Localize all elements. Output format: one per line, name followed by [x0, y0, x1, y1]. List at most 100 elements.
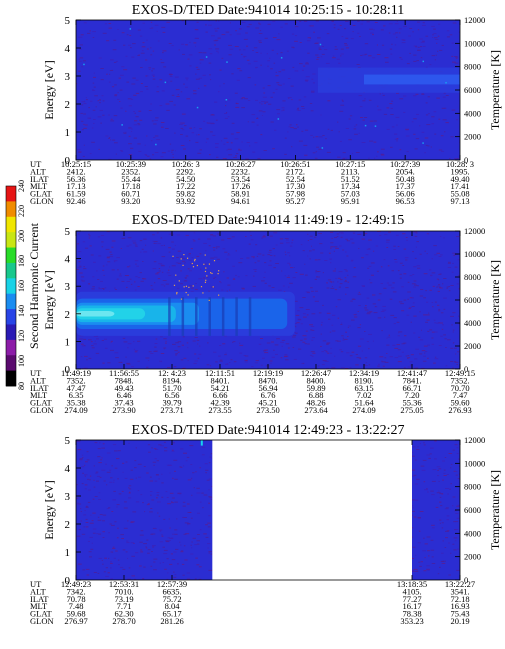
spectrogram-cell [419, 443, 421, 445]
spectrogram-cell [138, 110, 142, 112]
spectrogram-cell [105, 463, 107, 465]
spectrogram-cell [413, 133, 416, 135]
y-tick-label: 3 [65, 491, 71, 503]
spectrogram-cell [315, 136, 319, 138]
spectrogram-cell [83, 123, 85, 125]
spectrogram-cell [156, 139, 160, 141]
spectrogram-cell [179, 541, 181, 543]
spectrogram-cell [288, 97, 290, 99]
spectrogram-cell [78, 529, 81, 531]
spectrogram-cell [389, 48, 393, 50]
colorbar-frame [5, 185, 17, 387]
table-cell: 10:28: 3 [446, 159, 474, 169]
spectrogram-cell [88, 357, 92, 359]
spectrogram-cell [399, 262, 403, 264]
spectrogram-cell [196, 134, 198, 136]
spectrogram-cell [450, 136, 454, 138]
spectrogram-cell [375, 245, 379, 247]
spectrogram-cell [177, 287, 180, 289]
spectrogram-cell [331, 367, 336, 369]
spectrogram-cell [431, 25, 435, 27]
spectrogram-cell [228, 253, 230, 255]
spectrogram-cell [368, 239, 372, 241]
spectrogram-cell [151, 533, 156, 535]
spectrogram-cell [160, 336, 163, 338]
table-row-label: ILAT [30, 594, 49, 604]
spectrogram-cell [337, 277, 341, 279]
spectrogram-cell [431, 527, 435, 529]
spectrogram-cell [441, 527, 444, 529]
spectrogram-cell [369, 140, 374, 142]
y2-axis-label: Temperature [K] [488, 50, 502, 130]
spectrogram-cell [330, 242, 334, 244]
spectrogram-cell [332, 281, 335, 283]
spectrogram-cell [90, 254, 94, 256]
spectrogram-cell [411, 297, 414, 299]
spectrogram-cell [139, 272, 142, 274]
spectrogram-cell [223, 143, 226, 145]
spectrogram-cell [232, 265, 235, 267]
spectrogram-cell [123, 132, 127, 134]
spectrogram-cell [186, 572, 191, 574]
spectrogram-cell [441, 522, 444, 524]
spectrogram-cell [227, 238, 230, 239]
spectrogram-cell [110, 551, 113, 553]
spectrogram-cell [258, 22, 260, 24]
spectrogram-cell [192, 340, 196, 342]
spectrogram-cell [257, 359, 260, 361]
spectrogram-cell [160, 62, 165, 64]
spectrogram-cell [169, 266, 171, 268]
spectrogram-cell [431, 337, 434, 339]
spectrogram-cell [355, 364, 359, 366]
spectrogram-cell [159, 529, 163, 531]
spectrogram-cell [171, 497, 175, 499]
spectrogram-cell [320, 333, 322, 335]
table-cell: 7352. [450, 375, 469, 385]
spectrogram-cell [151, 27, 154, 29]
spectrogram-cell [333, 27, 336, 29]
spectrogram-cell [116, 506, 118, 508]
spectrogram-cell [432, 306, 434, 308]
spectrogram-cell [157, 40, 160, 42]
spectrogram-cell [148, 451, 151, 453]
spectrogram-cell [176, 291, 178, 294]
spectrogram-cell [390, 146, 393, 148]
spectrogram-cell [246, 26, 250, 28]
spectrogram-cell [307, 255, 309, 257]
table-cell: 72.18 [450, 594, 469, 604]
spectrogram-cell [420, 46, 423, 48]
table-cell: 7.71 [117, 601, 132, 611]
spectrogram-cell [251, 114, 256, 116]
spectrogram-cell [84, 355, 88, 357]
table-cell: 17.26 [231, 181, 250, 191]
spectrogram-cell [175, 89, 180, 91]
spectrogram-cell [372, 303, 376, 305]
spectrogram-cell [452, 22, 457, 24]
spectrogram-cell [135, 92, 140, 94]
spectrogram-cell [104, 338, 107, 340]
spectrogram-cell [426, 536, 431, 538]
spectrogram-cell [366, 341, 369, 343]
spectrogram-cell [185, 234, 189, 236]
spectrogram-cell [169, 537, 174, 539]
spectrogram-cell [328, 318, 331, 320]
spectrogram-cell [413, 315, 417, 317]
spectrogram-cell [193, 42, 197, 44]
spectrogram-cell [108, 137, 111, 138]
spectrogram-cell [382, 309, 387, 311]
spectrogram-cell [297, 310, 300, 312]
spectrogram-cell [349, 367, 352, 368]
spectrogram-cell [292, 66, 295, 68]
spectrogram-cell [270, 362, 272, 364]
spectrogram-cell [209, 53, 213, 55]
spectrogram-cell [114, 467, 118, 469]
spectrogram-cell [282, 83, 285, 85]
spectrogram-cell [253, 275, 255, 277]
spectrogram-cell [326, 282, 328, 284]
table-cell: 273.71 [160, 405, 183, 415]
spectrogram-cell [240, 98, 244, 100]
spectrogram-cell [350, 238, 354, 240]
spectrogram-cell [125, 461, 128, 463]
spectrogram-cell [182, 516, 184, 518]
spectrogram-cell [161, 152, 166, 154]
